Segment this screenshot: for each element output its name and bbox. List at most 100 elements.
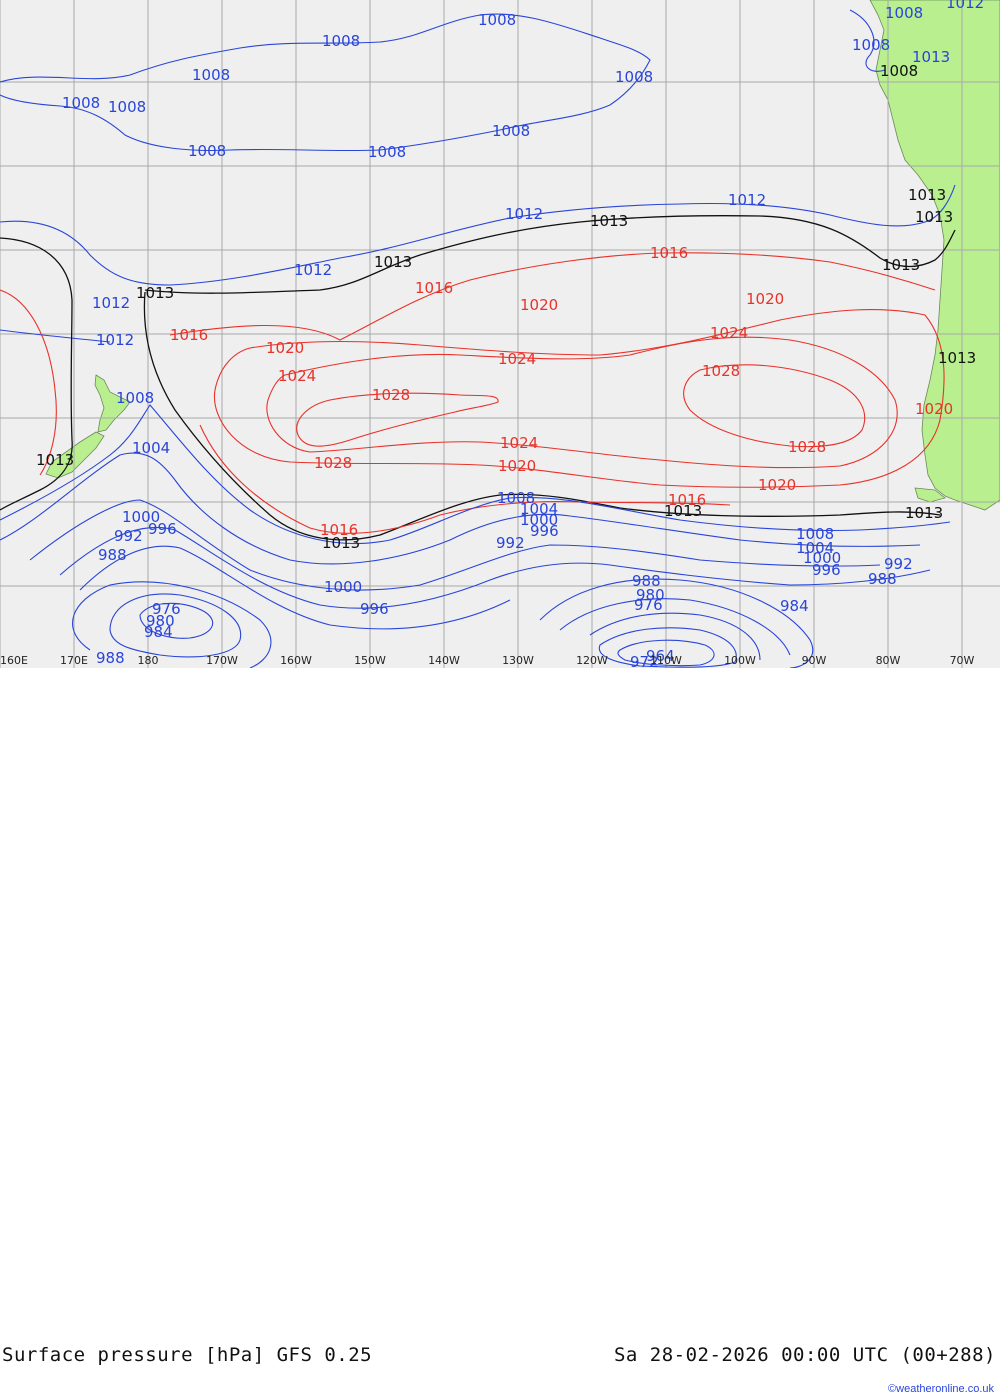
longitude-label-4: 160W (280, 654, 312, 667)
longitude-label-9: 110W (650, 654, 682, 667)
isobar-label-lower-3: 1013 (905, 504, 943, 522)
isobar-label-lower-12: 996 (812, 561, 841, 579)
isobar-label-lower-27: 976 (634, 596, 663, 614)
isobar-label-upper-0: 1012 (505, 205, 543, 223)
isobar-label-top-4: 1008 (108, 98, 146, 116)
longitude-label-6: 140W (428, 654, 460, 667)
longitude-label-8: 120W (576, 654, 608, 667)
credit-link[interactable]: ©weatheronline.co.uk (888, 1383, 994, 1395)
longitude-label-7: 130W (502, 654, 534, 667)
isobar-label-upper-2: 1012 (294, 261, 332, 279)
isobar-label-high-5: 1020 (266, 339, 304, 357)
isobar-1013-ridge (144, 215, 956, 294)
isobar-label-lower-31: 996 (530, 522, 559, 540)
isobar-label-lower-22: 996 (360, 600, 389, 618)
isobar-label-upper-10: 1013 (915, 208, 953, 226)
isobar-1028-west (296, 392, 499, 447)
isobar-1008-top-east (849, 9, 886, 72)
isobar-label-lower-11: 1000 (803, 549, 841, 567)
isobar-label-lower-28: 1004 (520, 500, 558, 518)
longitude-label-10: 100W (724, 654, 756, 667)
isobar-label-lower-16: 988 (96, 649, 125, 667)
isobar-label-lower-26: 980 (636, 586, 665, 604)
isobar-label-high-15: 1028 (788, 438, 826, 456)
longitude-label-5: 150W (354, 654, 386, 667)
isobar-label-high-9: 1024 (498, 350, 536, 368)
south-america-continent (869, 0, 1000, 511)
footer: Surface pressure [hPa] GFS 0.25 Sa 28-02… (0, 668, 1000, 1395)
isobar-label-lower-10: 1004 (796, 539, 834, 557)
isobar-label-upper-1: 1012 (728, 191, 766, 209)
isobar-992 (79, 545, 511, 630)
isobar-label-high-16: 1020 (915, 400, 953, 418)
isobar-label-high-1: 1016 (415, 279, 453, 297)
isobar-label-high-2: 1016 (170, 326, 208, 344)
isobar-label-top-12: 1013 (912, 48, 950, 66)
isobar-label-top-3: 1008 (62, 94, 100, 112)
isobar-label-lower-1: 1013 (322, 534, 360, 552)
isobar-label-lower-4: 1008 (497, 489, 535, 507)
isobar-976-right (598, 627, 737, 668)
isobar-label-top-0: 1008 (322, 32, 360, 50)
isobar-label-lower-24: 988 (868, 570, 897, 588)
longitude-labels: 160E 170E 180 170W 160W 150W 140W 130W 120W 110W 1… (0, 654, 975, 667)
isobar-label-lower-18: 976 (152, 600, 181, 618)
isobar-1016-west (0, 289, 57, 476)
isobar-988-left (72, 581, 272, 668)
isobar-label-lower-14: 988 (632, 572, 661, 590)
isobar-label-top-11: 1008 (880, 62, 918, 80)
isobar-label-upper-9: 1013 (908, 186, 946, 204)
isobar-label-lower-0: 1013 (36, 451, 74, 469)
isobar-label-lower-9: 1008 (796, 525, 834, 543)
isobar-label-lower-13: 992 (496, 534, 525, 552)
graticule (0, 0, 1000, 668)
isobar-984-right (559, 598, 791, 656)
isobar-984-left (109, 593, 242, 658)
longitude-label-12: 80W (876, 654, 901, 667)
isobar-label-top-7: 1008 (188, 142, 226, 160)
isobar-label-high-18: 1016 (668, 491, 706, 509)
tierra-del-fuego (914, 487, 946, 503)
isobar-label-top-9: 1008 (852, 36, 890, 54)
isobar-label-high-12: 1028 (702, 362, 740, 380)
valid-time: Sa 28-02-2026 00:00 UTC (00+288) (613, 1344, 996, 1366)
isobar-label-upper-4: 1012 (96, 331, 134, 349)
isobar-label-lower-17: 980 (146, 612, 175, 630)
isobar-label-lower-6: 1000 (122, 508, 160, 526)
isobar-label-lower-20: 964 (646, 647, 675, 665)
isobar-1012-west (0, 329, 111, 343)
isobar-label-upper-6: 1013 (374, 253, 412, 271)
isobar-label-top-2: 1008 (192, 66, 230, 84)
isobar-1008-south (0, 404, 951, 545)
isobar-labels: 1008 1008 1008 1008 1008 1008 1008 1008 1008 1008… (36, 0, 984, 668)
isobar-label-upper-11: 1013 (938, 349, 976, 367)
isobar-1008-top-north (0, 13, 651, 152)
isobar-label-upper-3: 1012 (92, 294, 130, 312)
isobar-label-top-10: 1008 (885, 4, 923, 22)
isobar-label-lower-7: 996 (148, 520, 177, 538)
isobar-label-top-13: 1012 (946, 0, 984, 12)
longitude-label-13: 70W (950, 654, 975, 667)
isobar-1013-north (0, 237, 73, 511)
isobar-label-high-14: 1028 (314, 454, 352, 472)
longitude-label-2: 180 (138, 654, 159, 667)
isobar-label-high-3: 1020 (520, 296, 558, 314)
isobar-1016-south (199, 424, 731, 534)
land-south-america (869, 0, 1000, 511)
isobar-label-top-6: 1008 (492, 122, 530, 140)
isobar-980-left (139, 602, 214, 639)
pressure-map: 1008 1008 1008 1008 1008 1008 1008 1008 1008 1008… (0, 0, 1000, 668)
isobar-label-lower-15: 984 (780, 597, 809, 615)
isobar-996 (59, 526, 931, 609)
isobar-label-lower-5: 1004 (132, 439, 170, 457)
isobar-label-top-8: 1008 (368, 143, 406, 161)
longitude-label-0: 160E (0, 654, 28, 667)
longitude-label-1: 170E (60, 654, 88, 667)
isobar-972-right (617, 639, 715, 667)
isobar-label-lower-30: 1000 (520, 511, 558, 529)
isobar-label-lower-29: 1008 (116, 389, 154, 407)
isobar-label-lower-23: 992 (884, 555, 913, 573)
isobar-label-high-6: 1020 (498, 457, 536, 475)
isobar-1016-main (169, 252, 936, 341)
isobars (0, 9, 956, 668)
